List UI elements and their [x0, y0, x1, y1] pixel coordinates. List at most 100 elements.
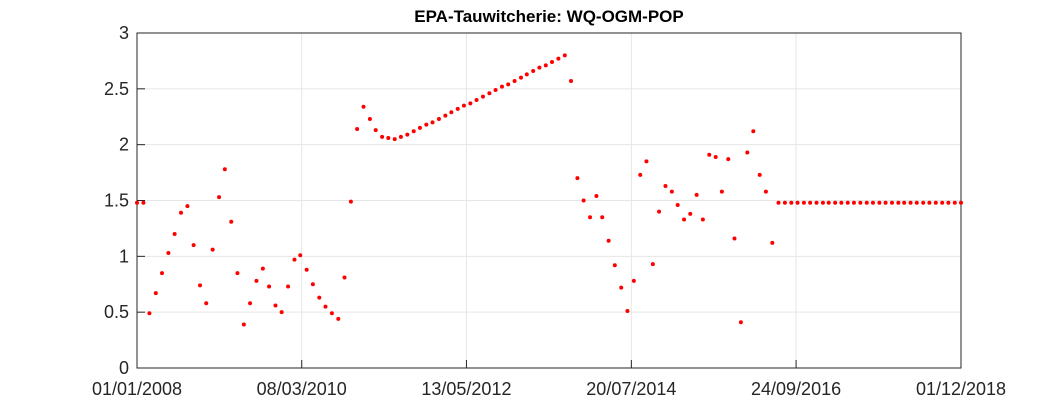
y-tick-label: 2	[119, 135, 129, 155]
y-tick-label: 1.5	[104, 191, 129, 211]
point	[833, 200, 838, 205]
point	[795, 200, 800, 205]
point	[298, 253, 303, 258]
point	[889, 200, 894, 205]
point	[839, 200, 844, 205]
point	[927, 200, 932, 205]
y-tick-label: 0	[119, 358, 129, 378]
point	[776, 200, 781, 205]
point	[726, 157, 731, 162]
point	[933, 200, 938, 205]
point	[461, 103, 466, 108]
point	[342, 275, 347, 280]
point	[921, 200, 926, 205]
point	[682, 217, 687, 222]
point	[556, 56, 561, 61]
point	[512, 79, 517, 84]
point	[669, 189, 674, 194]
point	[675, 202, 680, 207]
x-tick-label: 01/12/2018	[916, 379, 1006, 399]
point	[820, 200, 825, 205]
point	[474, 98, 479, 102]
point	[789, 200, 794, 205]
point	[745, 150, 750, 155]
point	[518, 75, 523, 80]
point	[531, 68, 536, 73]
point	[304, 267, 309, 272]
point	[348, 199, 353, 204]
point	[763, 189, 768, 194]
point	[600, 215, 605, 220]
point	[864, 200, 869, 205]
point	[694, 192, 699, 197]
point	[782, 200, 787, 205]
point	[153, 291, 158, 296]
x-tick-label: 20/07/2014	[586, 379, 676, 399]
point	[172, 232, 177, 236]
point	[908, 200, 913, 205]
point	[424, 122, 429, 127]
point	[851, 200, 856, 205]
point	[751, 129, 756, 134]
point	[135, 200, 139, 205]
point	[940, 200, 945, 205]
point	[946, 200, 951, 205]
point	[959, 200, 963, 205]
point	[588, 215, 593, 220]
point	[657, 209, 662, 214]
point	[870, 200, 875, 205]
point	[217, 195, 222, 200]
point	[688, 211, 693, 216]
point	[707, 152, 712, 157]
point	[506, 82, 511, 87]
point	[279, 310, 284, 315]
point	[625, 309, 630, 314]
y-tick-label: 3	[119, 23, 129, 43]
x-tick-label: 01/01/2008	[92, 379, 182, 399]
point	[292, 257, 297, 262]
point	[147, 311, 152, 316]
point	[801, 200, 806, 205]
point	[631, 278, 636, 283]
point	[361, 104, 366, 109]
point	[719, 189, 724, 194]
point	[543, 63, 548, 68]
point	[179, 210, 184, 215]
point	[417, 125, 422, 130]
point	[814, 200, 819, 205]
point	[411, 129, 416, 134]
point	[537, 65, 542, 70]
point	[499, 84, 504, 89]
point	[468, 101, 473, 106]
point	[392, 137, 397, 142]
point	[663, 183, 668, 188]
point	[757, 172, 762, 177]
point	[549, 60, 554, 65]
point	[430, 120, 435, 125]
y-tick-label: 0.5	[104, 302, 129, 322]
point	[581, 198, 586, 203]
point	[323, 304, 328, 309]
point	[732, 236, 737, 241]
point	[644, 159, 649, 164]
point	[952, 200, 957, 205]
point	[443, 113, 448, 118]
point	[606, 238, 611, 243]
point	[336, 316, 341, 321]
point	[235, 271, 240, 276]
point	[524, 72, 529, 77]
point	[210, 247, 215, 252]
plot-frame	[136, 32, 962, 369]
point	[562, 53, 567, 58]
x-tick-label: 08/03/2010	[257, 379, 347, 399]
point	[858, 200, 863, 205]
point	[317, 295, 322, 300]
point	[248, 301, 253, 306]
point	[380, 134, 385, 139]
point	[398, 134, 403, 139]
point	[254, 278, 259, 283]
point	[386, 135, 391, 140]
x-tick-label: 24/09/2016	[751, 379, 841, 399]
point	[575, 176, 580, 181]
